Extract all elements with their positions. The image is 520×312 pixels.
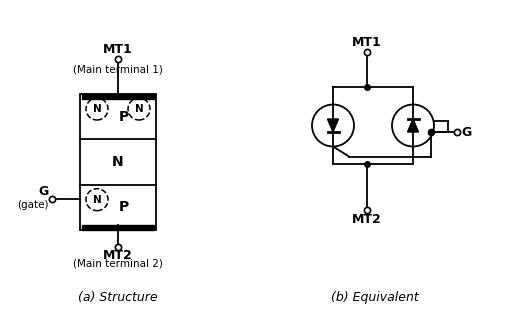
Bar (82, 94, 154, 99)
Circle shape (128, 98, 150, 120)
Text: (b) Equivalent: (b) Equivalent (331, 291, 419, 304)
Polygon shape (328, 119, 339, 132)
Text: MT1: MT1 (103, 43, 133, 56)
Text: (a) Structure: (a) Structure (78, 291, 158, 304)
Text: MT2: MT2 (103, 249, 133, 262)
Text: G: G (461, 125, 471, 139)
Bar (80, 94, 156, 230)
Text: (Main terminal 1): (Main terminal 1) (73, 64, 163, 74)
Text: MT1: MT1 (352, 36, 382, 49)
Text: (gate): (gate) (18, 200, 49, 210)
Circle shape (86, 98, 108, 120)
Text: MT2: MT2 (352, 213, 382, 226)
Text: P: P (119, 200, 129, 214)
Circle shape (312, 105, 354, 147)
Text: N: N (93, 104, 101, 114)
Polygon shape (408, 119, 419, 132)
Text: N: N (112, 155, 124, 169)
Circle shape (86, 189, 108, 211)
Bar (82, 225, 154, 230)
Text: P: P (119, 110, 129, 124)
Circle shape (392, 105, 434, 147)
Text: N: N (135, 104, 144, 114)
Text: (Main terminal 2): (Main terminal 2) (73, 259, 163, 269)
Text: G: G (39, 185, 49, 198)
Text: N: N (93, 195, 101, 205)
